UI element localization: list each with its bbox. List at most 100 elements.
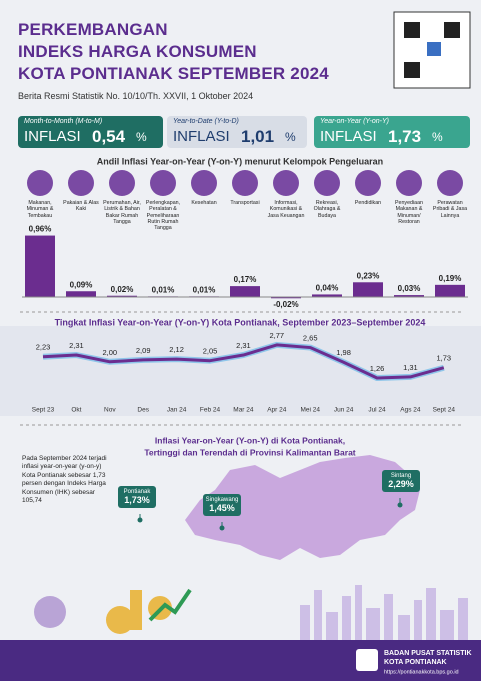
value-label: 2,65 bbox=[303, 334, 318, 343]
callout-city: Singkawang bbox=[205, 497, 239, 503]
callout-value: 2,29% bbox=[388, 479, 414, 489]
line bbox=[42, 343, 445, 380]
title: PERKEMBANGAN bbox=[18, 20, 168, 39]
map-shape bbox=[185, 455, 420, 560]
qr-part bbox=[404, 62, 420, 78]
bar bbox=[25, 235, 55, 297]
category-label: Kesehatan bbox=[191, 200, 217, 206]
x-tick-label: Sept 24 bbox=[433, 407, 456, 414]
value-label: 2,12 bbox=[169, 345, 184, 354]
callout-city: Pontianak bbox=[123, 489, 151, 495]
x-tick-label: Des bbox=[137, 407, 149, 414]
x-tick-label: Okt bbox=[71, 407, 81, 414]
icon bbox=[314, 170, 340, 196]
bar bbox=[435, 284, 465, 297]
category-label: Perawatan Pribadi & Jasa Lainnya bbox=[432, 200, 468, 219]
icon bbox=[437, 170, 463, 196]
kpi-word: INFLASI bbox=[320, 128, 377, 145]
pin bbox=[397, 502, 403, 508]
icon bbox=[27, 170, 53, 196]
kpi-box: Month-to-Month (M-to-M) INFLASI 0,54% bbox=[18, 116, 163, 148]
bar-title: Andil Inflasi Year-on-Year (Y-on-Y) menu… bbox=[97, 156, 383, 166]
qr-part bbox=[404, 22, 420, 38]
category-label: Perumahan, Air, Listrik & Bahan Bakar Ru… bbox=[103, 200, 141, 226]
band bbox=[0, 326, 481, 416]
title: INDEKS HARGA KONSUMEN bbox=[18, 42, 257, 61]
map-title: Inflasi Year-on-Year (Y-on-Y) di Kota Po… bbox=[155, 435, 345, 445]
category-label: Perlengkapan, Peralatan & Pemeliharaan R… bbox=[145, 200, 181, 232]
title: KOTA PONTIANAK SEPTEMBER 2024 bbox=[18, 64, 329, 83]
bar bbox=[66, 291, 96, 297]
qr-logo bbox=[427, 42, 441, 56]
x-tick-label: Apr 24 bbox=[267, 407, 287, 414]
icon bbox=[396, 170, 422, 196]
value-label: 2,05 bbox=[203, 347, 218, 356]
value-label: 0,01% bbox=[152, 285, 175, 294]
callout: Sintang 2,29% bbox=[382, 470, 420, 492]
callout: Singkawang 1,45% bbox=[203, 494, 241, 516]
value-label: 2,23 bbox=[36, 343, 51, 352]
value-label: 1,98 bbox=[336, 348, 351, 357]
kpi-label: Year-on-Year (Y-on-Y) bbox=[320, 118, 389, 125]
value-label: 0,02% bbox=[111, 285, 134, 294]
kpi-value: 1,01 bbox=[241, 127, 275, 146]
kpi-box: Year-on-Year (Y-on-Y) INFLASI 1,73% bbox=[314, 116, 470, 148]
logo bbox=[356, 649, 378, 671]
value-label: 1,26 bbox=[370, 364, 385, 373]
value-label: 1,73 bbox=[436, 354, 451, 363]
value-label: 2,31 bbox=[236, 341, 251, 350]
icon bbox=[232, 170, 258, 196]
line-title: Tingkat Inflasi Year-on-Year (Y-on-Y) Ko… bbox=[55, 317, 426, 327]
category-label: Transportasi bbox=[230, 200, 260, 206]
kpi-label: Year-to-Date (Y-to-D) bbox=[173, 118, 239, 125]
value-label: 2,00 bbox=[102, 348, 117, 357]
icon bbox=[68, 170, 94, 196]
value-label: 0,23% bbox=[357, 271, 380, 280]
value-label: 0,04% bbox=[316, 284, 339, 293]
kpi-unit: % bbox=[432, 130, 443, 144]
callout-value: 1,73% bbox=[124, 495, 150, 505]
map-title: Tertinggi dan Terendah di Provinsi Kalim… bbox=[144, 447, 355, 457]
kpi-value: 0,54 bbox=[92, 127, 126, 146]
kpi-box: Year-to-Date (Y-to-D) INFLASI 1,01% bbox=[167, 116, 307, 148]
bar bbox=[394, 295, 424, 297]
footer-unit: KOTA PONTIANAK bbox=[384, 659, 447, 666]
kpi-value: 1,73 bbox=[388, 127, 422, 146]
value-label: 2,31 bbox=[69, 341, 84, 350]
pin bbox=[137, 517, 143, 523]
value-label: 0,03% bbox=[398, 284, 421, 293]
icon bbox=[150, 170, 176, 196]
footer-url: https://pontianakkota.bps.go.id bbox=[384, 669, 459, 675]
category-label: Pakaian & Alas Kaki bbox=[63, 200, 99, 213]
value-label: 0,96% bbox=[29, 225, 52, 234]
x-tick-label: Mar 24 bbox=[233, 407, 254, 414]
x-tick-label: Mei 24 bbox=[300, 407, 320, 414]
x-tick-label: Ags 24 bbox=[400, 407, 421, 414]
value-label: 0,01% bbox=[193, 285, 216, 294]
coins bbox=[34, 588, 192, 634]
footer-org: BADAN PUSAT STATISTIK bbox=[384, 650, 472, 657]
category-label: Rekreasi, Olahraga & Budaya bbox=[313, 200, 341, 219]
callout-value: 1,45% bbox=[209, 503, 235, 513]
x-tick-label: Feb 24 bbox=[200, 407, 221, 414]
bar bbox=[353, 282, 383, 297]
category-label: Informasi, Komunikasi & Jasa Keuangan bbox=[267, 200, 305, 219]
city-skyline bbox=[300, 585, 468, 640]
callout-city: Sintang bbox=[390, 473, 412, 479]
value-label: 0,17% bbox=[234, 275, 257, 284]
pin bbox=[219, 525, 225, 531]
bar bbox=[271, 297, 301, 299]
footer-band bbox=[0, 640, 481, 681]
bar bbox=[312, 294, 342, 297]
icon bbox=[273, 170, 299, 196]
value-label: 0,09% bbox=[70, 280, 93, 289]
value-label: 2,09 bbox=[136, 346, 151, 355]
category-label: Makanan, Minuman & Tembakau bbox=[26, 200, 54, 219]
category-label: Pendidikan bbox=[354, 200, 382, 206]
callout: Pontianak 1,73% bbox=[118, 486, 156, 508]
x-tick-label: Jun 24 bbox=[334, 407, 354, 414]
icon bbox=[109, 170, 135, 196]
icon bbox=[191, 170, 217, 196]
